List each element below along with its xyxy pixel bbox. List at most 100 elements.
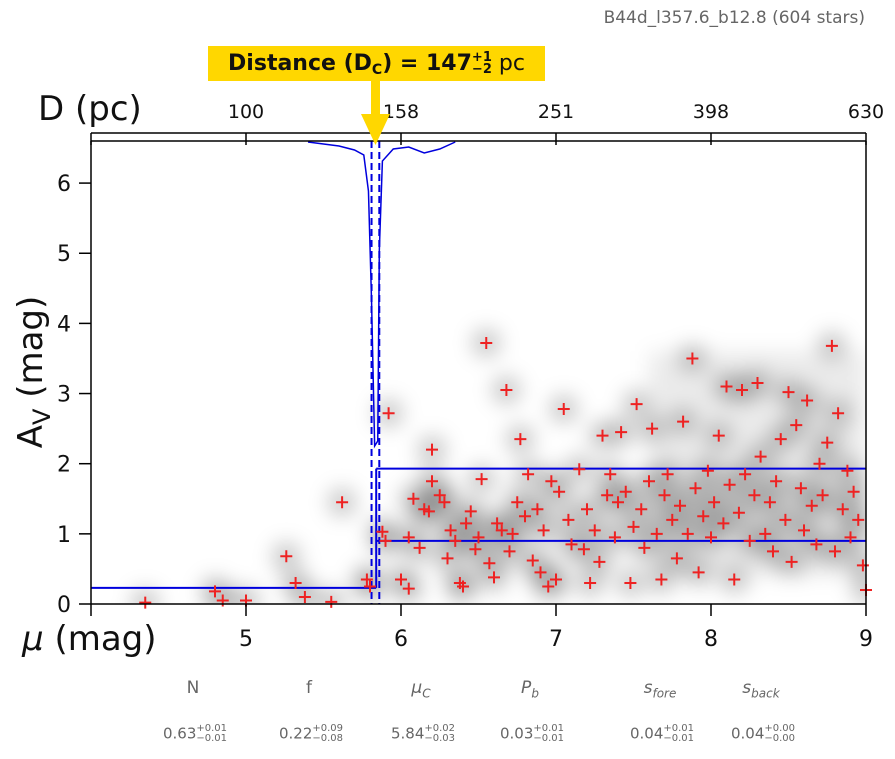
star-point xyxy=(596,429,609,442)
star-point xyxy=(774,433,787,446)
x-tick-label: 7 xyxy=(549,627,563,652)
top-tick-label: 251 xyxy=(538,101,574,123)
param-name: sfore xyxy=(643,678,677,701)
star-point xyxy=(856,559,869,572)
star-point xyxy=(689,482,702,495)
star-point xyxy=(581,503,593,516)
star-point xyxy=(686,352,699,365)
star-point xyxy=(402,582,415,595)
star-point xyxy=(426,443,438,456)
star-point xyxy=(619,485,632,498)
star-point xyxy=(460,517,473,530)
star-point xyxy=(545,475,558,488)
star-point xyxy=(723,478,736,491)
star-point xyxy=(790,419,803,432)
star-point xyxy=(407,492,420,505)
star-point xyxy=(562,513,575,526)
star-point xyxy=(422,505,435,518)
star-point xyxy=(472,531,485,544)
param-name: Pb xyxy=(521,678,539,701)
param-name: N xyxy=(186,678,200,698)
param-name: f xyxy=(306,678,312,698)
star-point xyxy=(779,513,792,526)
star-point xyxy=(298,590,311,603)
distance-arrow xyxy=(361,80,390,145)
star-point xyxy=(449,534,462,547)
star-point xyxy=(139,596,152,609)
y-tick-label: 1 xyxy=(57,523,71,548)
star-point xyxy=(767,545,779,558)
star-point xyxy=(495,524,508,537)
param-value: 0.03+0.01 −0.01 xyxy=(499,723,565,744)
star-point xyxy=(511,496,524,509)
star-point xyxy=(754,450,767,463)
star-point xyxy=(674,499,686,512)
star-point xyxy=(360,573,373,586)
top-tick-label: 630 xyxy=(848,101,884,123)
top-tick-label: 100 xyxy=(228,101,264,123)
star-point xyxy=(844,531,857,544)
star-point xyxy=(655,573,668,586)
star-point xyxy=(588,524,601,537)
x-tick-label: 5 xyxy=(239,627,253,652)
x-axis-label: μ (mag) xyxy=(21,619,157,659)
star-point xyxy=(522,468,535,481)
x-tick-label: 8 xyxy=(704,627,718,652)
star-point xyxy=(584,576,597,589)
star-point xyxy=(608,531,621,544)
star-point xyxy=(480,337,493,350)
star-point xyxy=(624,576,637,589)
star-point xyxy=(832,407,845,420)
star-point xyxy=(813,457,826,470)
star-point xyxy=(519,510,531,523)
star-points xyxy=(139,337,872,609)
distance-label: Distance (D xyxy=(228,51,372,76)
star-point xyxy=(364,580,376,593)
y-tick-label: 5 xyxy=(57,242,71,267)
star-point xyxy=(743,534,756,547)
star-point xyxy=(763,496,776,509)
star-point xyxy=(646,422,659,435)
star-point xyxy=(376,525,389,538)
star-point xyxy=(577,543,590,556)
star-point xyxy=(810,538,823,551)
star-point xyxy=(635,503,648,516)
star-point xyxy=(537,524,550,537)
star-point xyxy=(573,463,586,476)
distance-box: Distance (DC) = 147+1 −2 pc xyxy=(208,46,545,81)
y-tick-label: 0 xyxy=(57,593,71,618)
axes: 5 6 7 8 9 0 1 2 3 4 5 6 100 158 251 398 630 xyxy=(57,101,884,652)
star-point xyxy=(503,545,516,558)
star-point xyxy=(821,436,834,449)
star-point xyxy=(712,429,725,442)
star-point xyxy=(670,552,683,565)
star-point xyxy=(550,573,562,586)
field-title: B44d_l357.6_b12.8 (604 stars) xyxy=(603,8,865,28)
param-value: 0.04+0.00 −0.00 xyxy=(730,723,796,744)
star-point xyxy=(433,489,446,502)
y-axis-label: AV (mag) xyxy=(11,296,56,449)
param-value: 5.84+0.02 −0.03 xyxy=(390,723,456,744)
star-point xyxy=(666,513,679,526)
star-point xyxy=(717,517,730,530)
star-point xyxy=(816,489,829,502)
star-point xyxy=(382,407,395,420)
star-point xyxy=(692,566,705,579)
star-point xyxy=(379,534,392,547)
y-tick-label: 2 xyxy=(57,453,71,478)
distance-sub: C xyxy=(371,62,383,78)
star-point xyxy=(483,557,496,570)
star-point xyxy=(491,517,504,530)
star-point xyxy=(801,394,814,407)
star-point xyxy=(615,426,628,439)
star-point xyxy=(841,464,854,477)
star-point xyxy=(705,531,717,544)
star-point xyxy=(794,482,807,495)
star-point xyxy=(534,566,547,579)
star-point xyxy=(643,475,655,488)
density-map xyxy=(131,329,866,604)
star-point xyxy=(593,555,606,568)
star-point xyxy=(506,527,519,540)
star-point xyxy=(601,489,614,502)
